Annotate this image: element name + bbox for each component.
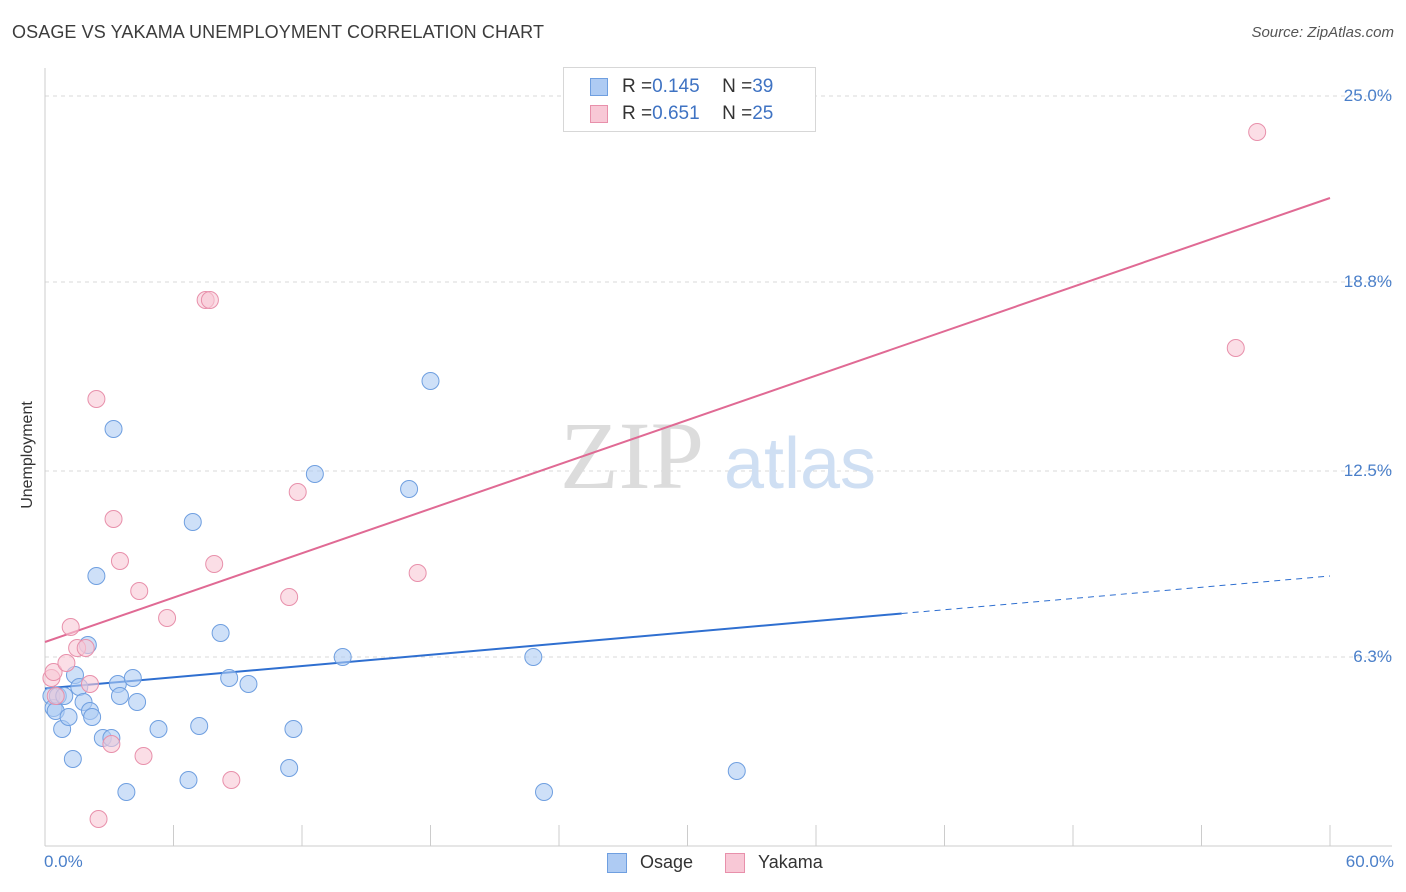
data-point-osage <box>280 759 299 777</box>
data-point-osage <box>128 693 147 711</box>
grid-lines <box>45 95 1392 658</box>
y-tick-label: 12.5% <box>1343 461 1392 480</box>
legend-row-osage: R = 0.145 N = 39 <box>590 76 773 98</box>
data-point-osage <box>211 624 230 642</box>
data-point-yakama <box>134 747 153 765</box>
chart-title: OSAGE VS YAKAMA UNEMPLOYMENT CORRELATION… <box>12 22 545 42</box>
data-point-yakama <box>80 675 99 693</box>
data-point-osage <box>59 708 78 726</box>
legend-n-label: N = <box>722 103 753 124</box>
data-point-osage <box>63 750 82 768</box>
data-point-yakama <box>61 618 80 636</box>
data-point-osage <box>87 567 106 585</box>
x-tick-label-max: 60.0% <box>1345 852 1394 871</box>
trend-lines <box>44 197 1331 690</box>
data-point-osage <box>123 669 142 687</box>
data-point-osage <box>305 465 324 483</box>
legend-n-value: 25 <box>752 103 774 124</box>
data-point-yakama <box>158 609 177 627</box>
trend-line-osage <box>44 612 902 690</box>
legend-n-value: 39 <box>752 76 774 97</box>
trend-line-extension-osage <box>901 575 1331 614</box>
watermark-atlas: atlas <box>724 424 876 504</box>
data-point-osage <box>524 648 543 666</box>
data-point-osage <box>117 783 136 801</box>
legend-r-label: R = <box>622 103 653 124</box>
data-point-yakama <box>110 552 129 570</box>
legend-n-label: N = <box>722 76 753 97</box>
bottom-legend-osage: Osage <box>607 852 693 873</box>
data-point-yakama <box>205 555 224 573</box>
data-point-yakama <box>408 564 427 582</box>
data-point-yakama <box>102 735 121 753</box>
data-point-yakama <box>288 483 307 501</box>
data-point-yakama <box>104 510 123 528</box>
legend-swatch-yakama <box>590 105 608 123</box>
y-tick-label: 25.0% <box>1343 86 1392 105</box>
data-point-yakama <box>46 687 65 705</box>
data-point-osage <box>333 648 352 666</box>
data-point-osage <box>183 513 202 531</box>
data-point-yakama <box>280 588 299 606</box>
data-point-osage <box>535 783 554 801</box>
data-point-osage <box>220 669 239 687</box>
data-point-osage <box>149 720 168 738</box>
legend-r-label: R = <box>622 76 653 97</box>
bottom-legend-swatch-yakama <box>725 852 746 873</box>
legend-r-value: 0.145 <box>652 76 700 97</box>
legend-swatch-osage <box>590 78 608 96</box>
bottom-legend-swatch-osage <box>607 852 627 873</box>
bottom-legend-label-osage: Osage <box>640 852 694 872</box>
bottom-legend-yakama: Yakama <box>725 852 823 873</box>
data-point-yakama <box>222 771 241 789</box>
data-point-yakama <box>200 291 219 309</box>
bottom-legend: Osage Yakama <box>607 852 855 873</box>
data-point-osage <box>190 717 209 735</box>
data-point-yakama <box>44 663 63 681</box>
y-tick-label: 18.8% <box>1343 272 1392 291</box>
data-point-yakama <box>76 639 95 657</box>
data-point-osage <box>110 687 129 705</box>
data-point-osage <box>104 420 123 438</box>
x-tick-label-min: 0.0% <box>44 852 83 871</box>
legend-row-yakama: R = 0.651 N = 25 <box>590 103 773 125</box>
data-point-yakama <box>57 654 76 672</box>
legend: R = 0.145 N = 39 R = 0.651 N = 25 <box>563 67 816 132</box>
watermark: ZIP atlas <box>560 402 876 509</box>
data-points <box>42 123 1267 828</box>
trend-line-yakama <box>44 197 1331 643</box>
data-point-osage <box>179 771 198 789</box>
legend-r-value: 0.651 <box>652 103 700 124</box>
data-point-osage <box>421 372 440 390</box>
data-point-osage <box>83 708 102 726</box>
data-point-osage <box>400 480 419 498</box>
data-point-yakama <box>1226 339 1245 357</box>
watermark-zip: ZIP <box>560 402 704 509</box>
data-point-yakama <box>87 390 106 408</box>
bottom-legend-label-yakama: Yakama <box>758 852 823 872</box>
data-point-yakama <box>1248 123 1267 141</box>
data-point-yakama <box>130 582 149 600</box>
y-tick-label: 6.3% <box>1353 647 1392 666</box>
source-label: Source: ZipAtlas.com <box>1251 24 1394 41</box>
data-point-yakama <box>89 810 108 828</box>
data-point-osage <box>239 675 258 693</box>
data-point-osage <box>727 762 746 780</box>
data-point-osage <box>284 720 303 738</box>
axes <box>44 68 1392 847</box>
